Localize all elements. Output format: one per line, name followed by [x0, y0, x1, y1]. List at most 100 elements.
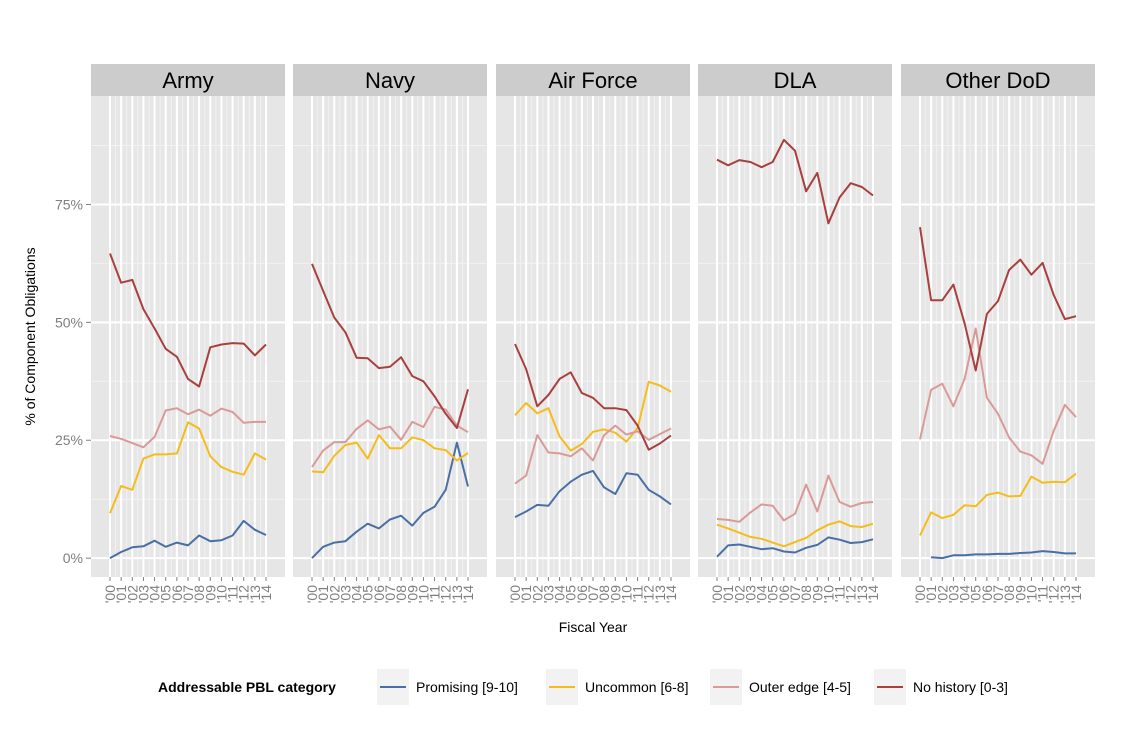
facet-strip — [91, 64, 285, 96]
x-tick-label: '00 — [507, 585, 523, 603]
x-tick-label: '01 — [720, 585, 736, 603]
x-tick-label: '09 — [404, 585, 420, 603]
x-tick-label: '02 — [529, 585, 545, 603]
x-tick-label: '13 — [652, 585, 668, 603]
series-line-uncommon — [109, 421, 267, 514]
series-line-no — [311, 263, 469, 429]
y-tick-label: 0% — [63, 550, 83, 566]
x-tick-label: '01 — [518, 585, 534, 603]
series-line-no — [716, 138, 874, 225]
facet-title: Air Force — [548, 68, 637, 93]
legend-title: Addressable PBL category — [158, 679, 336, 695]
facet-panel-navy: Navy '00'01'02'03'04'05'06'07'08'09'10'11… — [293, 64, 487, 603]
x-tick-label: '11 — [630, 585, 646, 602]
x-tick-label: '07 — [787, 585, 803, 603]
x-tick-label: '12 — [438, 585, 454, 603]
series-line-promising — [931, 550, 1076, 560]
x-tick-label: '03 — [135, 585, 151, 603]
x-tick-label: '02 — [124, 585, 140, 603]
x-tick-label: '04 — [754, 585, 770, 603]
x-tick-label: '14 — [1068, 585, 1084, 603]
x-tick-label: '01 — [923, 585, 939, 603]
x-tick-label: '10 — [415, 585, 431, 603]
x-tick-label: '07 — [382, 585, 398, 603]
x-tick-label: '01 — [113, 585, 129, 603]
x-tick-label: '11 — [832, 585, 848, 602]
x-tick-label: '02 — [934, 585, 950, 603]
series-line-outer — [514, 424, 672, 485]
series-line-promising — [311, 441, 469, 559]
x-tick-label: '06 — [979, 585, 995, 603]
x-tick-label: '03 — [742, 585, 758, 603]
x-tick-label: '06 — [371, 585, 387, 603]
x-tick-label: '10 — [820, 585, 836, 603]
series-line-outer — [109, 407, 266, 449]
x-tick-label: '05 — [158, 585, 174, 603]
x-tick-label: '10 — [1023, 585, 1039, 603]
x-tick-label: '09 — [1012, 585, 1028, 603]
x-tick-label: '13 — [1057, 585, 1073, 603]
x-tick-label: '10 — [213, 585, 229, 603]
x-tick-label: '04 — [147, 585, 163, 603]
x-axis-title: Fiscal Year — [559, 619, 628, 635]
x-tick-label: '14 — [865, 585, 881, 603]
y-tick-label: 50% — [55, 314, 83, 330]
x-tick-label: '05 — [968, 585, 984, 603]
x-tick-label: '05 — [563, 585, 579, 603]
x-tick-label: '02 — [731, 585, 747, 603]
facet-strip — [901, 64, 1095, 96]
x-tick-label: '14 — [460, 585, 476, 603]
facet-title: Army — [162, 68, 213, 93]
x-tick-label: '05 — [765, 585, 781, 603]
x-tick-label: '03 — [337, 585, 353, 603]
x-tick-label: '12 — [1046, 585, 1062, 603]
series-line-promising — [109, 519, 267, 559]
x-tick-label: '04 — [349, 585, 365, 603]
x-tick-label: '07 — [180, 585, 196, 603]
legend-label: Promising [9-10] — [416, 679, 518, 695]
facet-title: DLA — [774, 68, 817, 93]
x-tick-label: '12 — [641, 585, 657, 603]
legend-label: Outer edge [4-5] — [749, 679, 851, 695]
x-tick-label: '08 — [596, 585, 612, 603]
series-line-no — [919, 226, 1077, 372]
x-tick-label: '01 — [315, 585, 331, 603]
series-line-uncommon — [514, 380, 672, 452]
x-tick-label: '11 — [1035, 585, 1051, 602]
series-line-outer — [716, 474, 874, 523]
x-tick-label: '11 — [427, 585, 443, 602]
facet-strip — [496, 64, 690, 96]
x-tick-label: '13 — [854, 585, 870, 603]
x-tick-label: '08 — [798, 585, 814, 603]
facet-title: Navy — [365, 68, 415, 93]
x-tick-label: '06 — [776, 585, 792, 603]
facet-panel-other-dod: Other DoD'00'01'02'03'04'05'06'07'08'09'… — [901, 64, 1095, 603]
series-line-uncommon — [716, 520, 874, 548]
x-tick-label: '09 — [607, 585, 623, 603]
series-line-uncommon — [919, 472, 1077, 536]
x-tick-label: '12 — [236, 585, 252, 603]
x-tick-label: '03 — [945, 585, 961, 603]
facet-panel-army: Army '00'01'02'03'04'05'06'07'08'09'10'11… — [91, 64, 285, 603]
x-tick-label: '13 — [449, 585, 465, 603]
legend: Addressable PBL category Promising [9-10]… — [158, 669, 1008, 705]
series-line-uncommon — [311, 434, 469, 474]
x-tick-label: '13 — [247, 585, 263, 603]
x-tick-label: '12 — [843, 585, 859, 603]
x-tick-label: '00 — [912, 585, 928, 603]
legend-label: No history [0-3] — [913, 679, 1008, 695]
x-tick-label: '07 — [990, 585, 1006, 603]
series-line-no — [109, 253, 267, 388]
x-tick-label: '08 — [191, 585, 207, 603]
x-tick-label: '07 — [585, 585, 601, 603]
facet-strip — [698, 64, 892, 96]
x-tick-label: '14 — [663, 585, 679, 603]
series-line-no — [514, 343, 672, 451]
x-tick-label: '09 — [202, 585, 218, 603]
x-tick-label: '00 — [102, 585, 118, 603]
facet-panel-dla: DLA'00'01'02'03'04'05'06'07'08'09'10'11'… — [698, 64, 892, 603]
facet-strip — [293, 64, 487, 96]
x-tick-label: '08 — [1001, 585, 1017, 603]
